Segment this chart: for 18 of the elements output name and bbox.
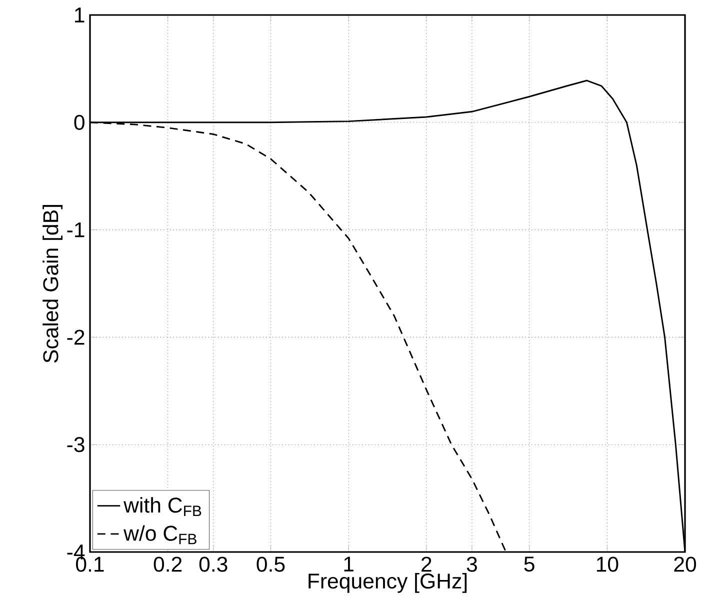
y-tick-label: 0 [74, 114, 84, 130]
x-tick-label: 1 [344, 556, 354, 572]
x-tick-label: 10 [596, 556, 618, 572]
y-tick-label: 1 [75, 8, 84, 22]
y-axis-title: Scaled Gain [dB] [42, 205, 63, 363]
x-tick-label: 20 [674, 556, 696, 572]
y-tick-label: -1 [67, 222, 84, 238]
y-tick-label: -3 [67, 437, 84, 452]
x-axis-title: Frequency [GHz] [308, 572, 467, 593]
x-tick-label: 2 [422, 556, 432, 572]
x-tick-label: 5 [524, 556, 534, 572]
x-tick-label: 3 [466, 556, 477, 572]
legend-label: w/o C$_{FB}$ [124, 525, 196, 544]
x-tick-label: 0.3 [199, 556, 228, 572]
x-tick-label: 0.5 [256, 556, 285, 572]
legend-label: with C$_{FB}$ [124, 497, 202, 516]
y-tick-label: -2 [67, 330, 84, 345]
x-tick-label: 0.2 [154, 556, 182, 572]
